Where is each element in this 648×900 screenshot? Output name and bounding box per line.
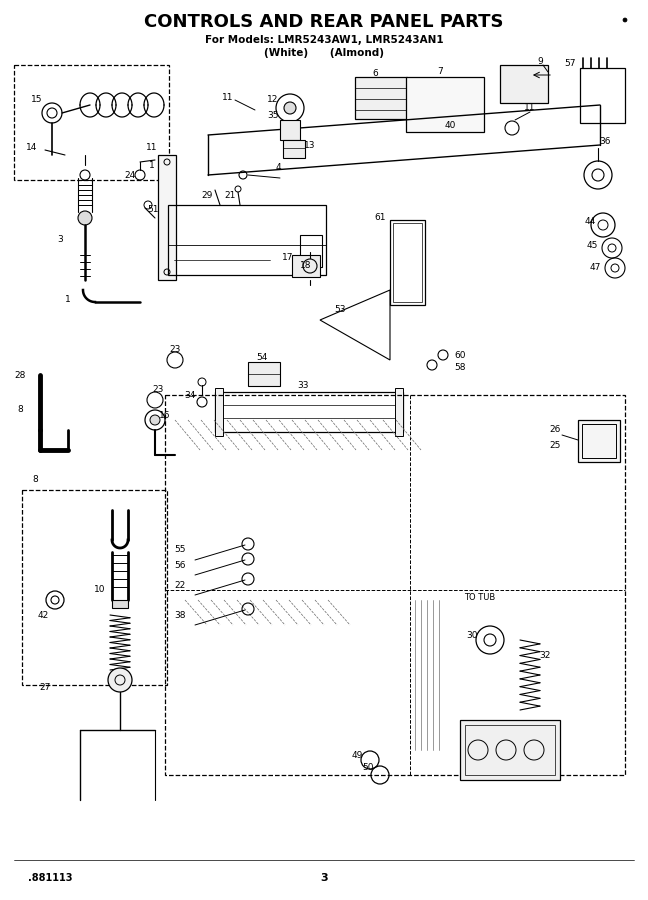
- Text: 34: 34: [184, 391, 196, 400]
- Text: 11: 11: [146, 143, 157, 152]
- Circle shape: [484, 634, 496, 646]
- Text: 29: 29: [202, 192, 213, 201]
- Text: 42: 42: [38, 610, 49, 619]
- Text: 30: 30: [467, 631, 478, 640]
- Bar: [280, 120, 300, 140]
- Circle shape: [608, 244, 616, 252]
- Text: 57: 57: [564, 58, 576, 68]
- Text: 11: 11: [524, 104, 536, 112]
- Text: 33: 33: [297, 382, 308, 391]
- Text: 18: 18: [300, 260, 312, 269]
- Text: 21: 21: [224, 192, 236, 201]
- Text: 11: 11: [222, 93, 234, 102]
- Circle shape: [284, 102, 296, 114]
- Text: 54: 54: [257, 354, 268, 363]
- Text: 50: 50: [362, 763, 374, 772]
- Text: 9: 9: [537, 58, 543, 67]
- Text: 27: 27: [40, 683, 51, 692]
- Circle shape: [108, 668, 132, 692]
- Bar: [465, 725, 555, 775]
- Bar: [112, 600, 128, 608]
- Text: 45: 45: [586, 240, 597, 249]
- Text: 47: 47: [589, 264, 601, 273]
- Text: 24: 24: [124, 170, 135, 179]
- Text: 14: 14: [27, 143, 38, 152]
- Circle shape: [598, 220, 608, 230]
- Text: 6: 6: [372, 68, 378, 77]
- Text: 1: 1: [149, 160, 155, 169]
- Text: 23: 23: [169, 346, 181, 355]
- Bar: [500, 65, 548, 103]
- Text: 8: 8: [32, 475, 38, 484]
- Bar: [168, 205, 326, 275]
- Text: 51: 51: [147, 205, 159, 214]
- Bar: [460, 720, 560, 780]
- Text: 8: 8: [17, 406, 23, 415]
- Circle shape: [78, 211, 92, 225]
- Bar: [283, 140, 305, 158]
- Bar: [393, 223, 422, 302]
- Bar: [248, 362, 280, 386]
- Text: 26: 26: [550, 426, 561, 435]
- Text: 32: 32: [539, 651, 551, 660]
- Text: 40: 40: [445, 121, 456, 130]
- Text: 49: 49: [351, 751, 363, 760]
- Bar: [406, 77, 484, 132]
- Text: 53: 53: [334, 305, 346, 314]
- Bar: [215, 392, 403, 432]
- Text: TO TUB: TO TUB: [465, 593, 496, 602]
- Text: 55: 55: [174, 545, 186, 554]
- Text: 61: 61: [375, 213, 386, 222]
- Text: 58: 58: [454, 364, 466, 373]
- Bar: [390, 220, 425, 305]
- Bar: [395, 388, 403, 436]
- Circle shape: [611, 264, 619, 272]
- Text: 15: 15: [31, 95, 43, 104]
- Bar: [14, 65, 169, 180]
- Text: 28: 28: [14, 371, 26, 380]
- Bar: [355, 77, 407, 119]
- Circle shape: [592, 169, 604, 181]
- Text: For Models: LMR5243AW1, LMR5243AN1: For Models: LMR5243AW1, LMR5243AN1: [205, 35, 443, 45]
- Text: 23: 23: [152, 385, 164, 394]
- Bar: [582, 424, 616, 458]
- Text: 4: 4: [275, 164, 281, 173]
- Text: 7: 7: [437, 68, 443, 76]
- Text: 38: 38: [174, 610, 186, 619]
- Bar: [165, 395, 625, 775]
- Bar: [215, 388, 223, 436]
- Text: 16: 16: [159, 411, 171, 420]
- Text: 12: 12: [268, 95, 279, 104]
- Text: 60: 60: [454, 352, 466, 361]
- Text: 17: 17: [283, 254, 294, 263]
- Bar: [580, 68, 625, 123]
- Text: CONTROLS AND REAR PANEL PARTS: CONTROLS AND REAR PANEL PARTS: [145, 13, 503, 31]
- Text: 56: 56: [174, 561, 186, 570]
- Text: 3: 3: [320, 873, 328, 883]
- Text: 25: 25: [550, 440, 561, 449]
- Bar: [300, 235, 322, 267]
- Bar: [578, 420, 620, 462]
- Text: 13: 13: [305, 140, 316, 149]
- Bar: [22, 490, 167, 685]
- Text: 22: 22: [174, 580, 185, 590]
- Text: (White)      (Almond): (White) (Almond): [264, 48, 384, 58]
- Text: 35: 35: [267, 111, 279, 120]
- Text: 3: 3: [57, 236, 63, 245]
- Text: 1: 1: [65, 295, 71, 304]
- Polygon shape: [320, 290, 390, 360]
- Bar: [292, 255, 320, 277]
- Circle shape: [623, 18, 627, 22]
- Bar: [158, 155, 176, 280]
- Text: 44: 44: [584, 218, 596, 227]
- Text: 36: 36: [599, 138, 611, 147]
- Text: 10: 10: [94, 586, 106, 595]
- Circle shape: [150, 415, 160, 425]
- Text: .881113: .881113: [28, 873, 72, 883]
